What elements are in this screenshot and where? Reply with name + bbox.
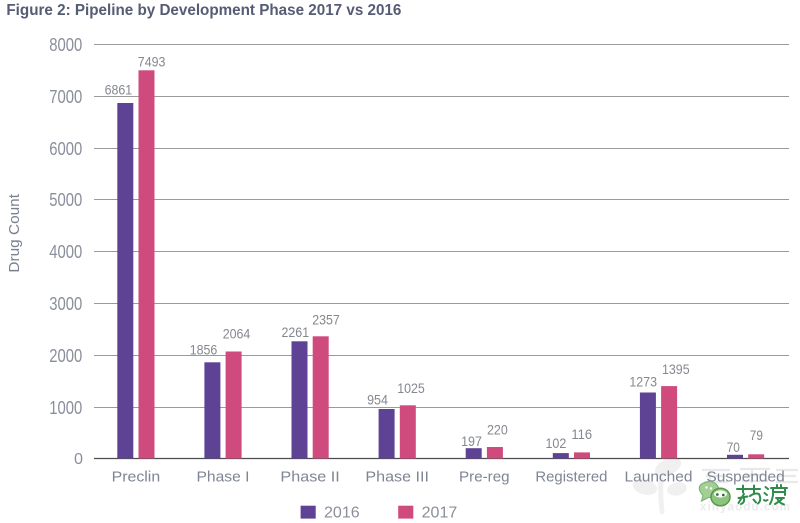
svg-text:102: 102 [546,435,567,451]
svg-text:79: 79 [750,427,763,443]
svg-text:2017: 2017 [422,505,458,522]
svg-text:Launched: Launched [625,470,693,486]
svg-text:8000: 8000 [49,35,82,55]
svg-text:220: 220 [487,422,508,438]
svg-text:0: 0 [74,451,83,468]
svg-text:7000: 7000 [49,87,82,107]
svg-text:3000: 3000 [49,294,82,314]
svg-text:Phase III: Phase III [365,470,429,486]
svg-text:2000: 2000 [49,346,82,366]
svg-text:Preclin: Preclin [112,470,161,486]
svg-text:1395: 1395 [662,361,690,377]
svg-text:Suspended: Suspended [706,470,784,486]
svg-text:Drug Count: Drug Count [6,193,23,272]
svg-text:954: 954 [367,392,388,408]
svg-text:6861: 6861 [105,82,133,98]
svg-text:6000: 6000 [49,139,82,159]
svg-text:70: 70 [727,439,740,455]
svg-text:116: 116 [571,426,592,442]
svg-text:4000: 4000 [49,242,82,262]
svg-text:1856: 1856 [190,341,218,357]
svg-text:1025: 1025 [397,380,425,396]
svg-text:1273: 1273 [629,374,657,390]
svg-text:2261: 2261 [282,324,310,340]
svg-text:2064: 2064 [223,326,251,342]
svg-text:Registered: Registered [535,470,607,486]
svg-text:1000: 1000 [49,398,82,418]
svg-text:197: 197 [461,433,482,449]
svg-text:2357: 2357 [312,311,340,327]
svg-text:2016: 2016 [324,505,360,522]
svg-text:Phase II: Phase II [280,470,339,486]
svg-text:5000: 5000 [49,190,82,210]
svg-text:7493: 7493 [138,54,166,70]
svg-text:Pre-reg: Pre-reg [459,470,510,486]
svg-text:Phase I: Phase I [197,470,250,486]
svg-text:Figure 2: Pipeline by Developm: Figure 2: Pipeline by Development Phase … [6,2,401,19]
